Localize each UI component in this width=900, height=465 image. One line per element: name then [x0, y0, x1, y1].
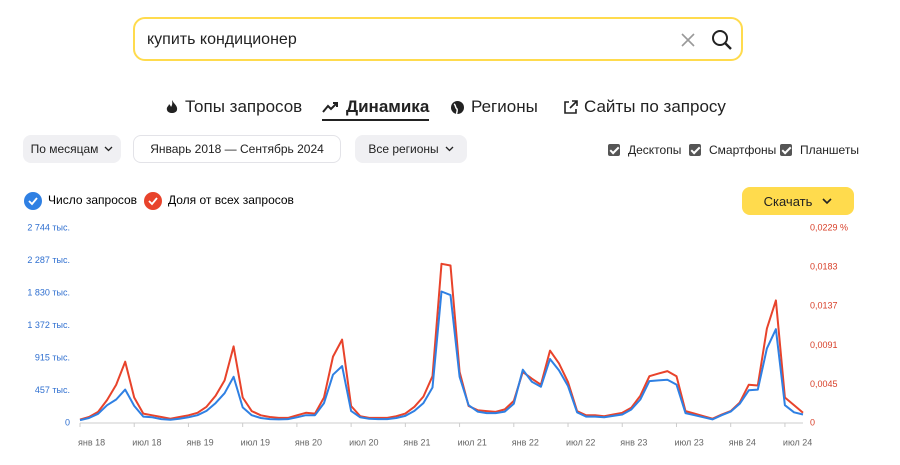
tab[interactable]: Топы запросов [165, 97, 302, 117]
legend-check [148, 197, 158, 206]
y-tick-label: 2 744 тыс. [27, 222, 70, 232]
legend-check [28, 197, 38, 206]
chevron [445, 146, 454, 152]
x-tick-label: янв 20 [295, 437, 322, 447]
clear-icon[interactable] [681, 33, 695, 47]
x-tick-label: июл 24 [783, 437, 812, 447]
date-range[interactable]: Январь 2018 — Сентябрь 2024 [133, 135, 341, 163]
x-tick-label: июл 19 [241, 437, 270, 447]
flame-icon [166, 100, 178, 113]
globe-icon [451, 100, 464, 115]
y-tick-label: 2 287 тыс. [27, 255, 70, 265]
period-label: По месяцам [30, 142, 99, 156]
legend-label: Доля от всех запросов [168, 193, 294, 207]
legend-label: Число запросов [48, 193, 137, 207]
y-tick-label: 1 830 тыс. [27, 287, 70, 297]
link-icon [564, 99, 578, 114]
region-dropdown[interactable]: Все регионы [355, 135, 467, 163]
device-label: Десктопы [628, 143, 682, 157]
y2-tick-label: 0,0137 [810, 301, 838, 311]
legend-marker [144, 192, 162, 210]
tab-active[interactable]: Динамика [322, 97, 430, 121]
x-tick-label: янв 18 [78, 437, 105, 447]
chart: Число запросов Доля от всех запросов 0 457 … [24, 192, 848, 447]
y-tick-label: 0 [65, 417, 70, 427]
tab[interactable]: Сайты по запросу [563, 97, 726, 117]
series-line [79, 262, 804, 421]
chevron [104, 146, 113, 152]
device-checkbox[interactable]: Смартфоны [689, 143, 776, 157]
download-button[interactable]: Скачать [742, 187, 854, 215]
search-query: купить кондиционер [147, 31, 297, 48]
y2-tick-label: 0,0183 [810, 262, 838, 272]
tab-label: Динамика [346, 97, 430, 116]
legend-marker [24, 192, 42, 210]
region-label: Все регионы [368, 142, 439, 156]
x-tick-label: янв 23 [620, 437, 647, 447]
x-tick-label: янв 19 [186, 437, 213, 447]
range-label: Январь 2018 — Сентябрь 2024 [150, 142, 324, 156]
series-line [79, 290, 804, 422]
tab-label: Сайты по запросу [584, 97, 726, 116]
search-icon[interactable] [711, 29, 733, 51]
legend-item[interactable]: Число запросов [24, 192, 137, 210]
x-tick-label: июл 20 [349, 437, 378, 447]
x-tick-label: июл 23 [674, 437, 703, 447]
y-tick-label: 1 372 тыс. [27, 320, 70, 330]
y2-tick-label: 0,0091 [810, 340, 838, 350]
download-label: Скачать [763, 193, 813, 209]
x-tick-label: янв 24 [729, 437, 756, 447]
x-tick-label: янв 22 [512, 437, 539, 447]
x-tick-label: янв 21 [403, 437, 430, 447]
y-tick-label: 457 тыс. [35, 385, 70, 395]
x-tick-label: июл 21 [458, 437, 487, 447]
y2-tick-label: 0,0045 [810, 379, 838, 389]
tab-label: Топы запросов [185, 97, 303, 116]
y-tick-label: 915 тыс. [35, 352, 70, 362]
device-label: Планшеты [800, 143, 859, 157]
device-label: Смартфоны [709, 143, 777, 157]
tab[interactable]: Регионы [450, 97, 538, 117]
device-checkbox[interactable]: Планшеты [780, 143, 859, 157]
y2-tick-label: 0 [810, 417, 815, 427]
trend-icon [322, 102, 338, 113]
x-tick-label: июл 22 [566, 437, 595, 447]
period-dropdown[interactable]: По месяцам [23, 135, 121, 163]
chevron [822, 197, 832, 204]
tab-label: Регионы [471, 97, 538, 116]
legend-item[interactable]: Доля от всех запросов [144, 192, 294, 210]
x-tick-label: июл 18 [132, 437, 161, 447]
search-box[interactable]: купить кондиционер [133, 17, 743, 61]
device-checkbox[interactable]: Десктопы [608, 143, 681, 157]
y2-tick-label: 0,0229 % [810, 222, 848, 232]
